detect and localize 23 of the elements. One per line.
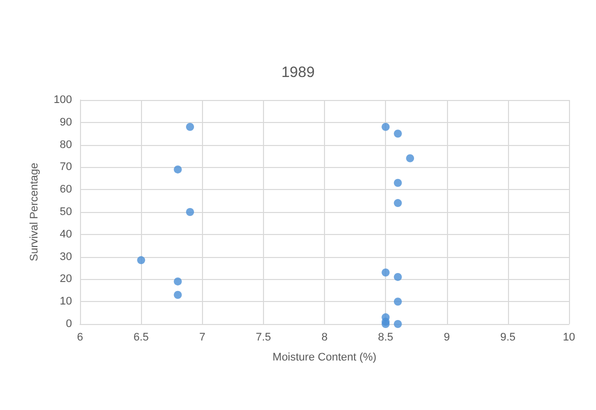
- y-tick-label: 50: [60, 206, 72, 218]
- y-tick-label: 90: [60, 116, 72, 128]
- y-tick-label: 70: [60, 161, 72, 174]
- x-tick-label: 9.5: [500, 332, 516, 344]
- x-tick-label: 9: [444, 332, 450, 344]
- x-tick-label: 10: [562, 332, 576, 344]
- y-axis-title: Survival Percentage: [28, 162, 40, 262]
- x-tick-label: 6.5: [133, 332, 149, 344]
- chart-title: 1989: [281, 64, 315, 81]
- y-tick-label: 60: [60, 184, 72, 196]
- y-tick-label: 40: [60, 228, 72, 240]
- x-axis-title: Moisture Content (%): [272, 352, 376, 364]
- x-tick-label: 7: [199, 332, 206, 344]
- y-tick-label: 10: [60, 296, 72, 308]
- x-tick-label: 7.5: [256, 332, 272, 344]
- y-tick-label: 0: [66, 318, 72, 330]
- y-tick-label: 20: [60, 273, 72, 286]
- y-tick-label: 30: [60, 250, 72, 263]
- y-tick-label: 100: [54, 94, 72, 106]
- x-tick-label: 8.5: [378, 332, 394, 344]
- y-tick-label: 80: [60, 138, 72, 151]
- x-tick-label: 6: [76, 332, 84, 344]
- x-tick-label: 8: [321, 332, 328, 344]
